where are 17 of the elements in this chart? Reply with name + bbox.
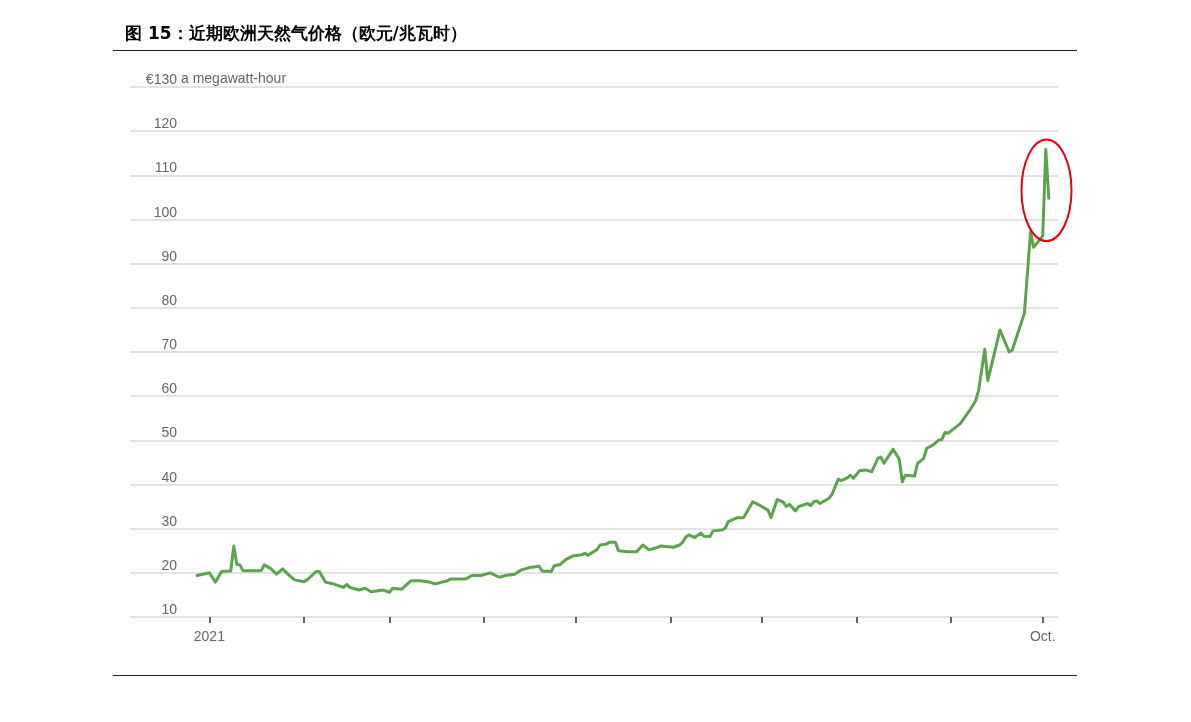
y-tick-label: 50 bbox=[161, 424, 178, 441]
y-tick-label: 80 bbox=[161, 291, 178, 308]
chart-title: 图 15：近期欧洲天然气价格（欧元/兆瓦时） bbox=[125, 23, 467, 43]
y-tick-label: 30 bbox=[161, 512, 178, 529]
y-tick-label: 20 bbox=[161, 556, 178, 573]
y-tick-label: 60 bbox=[161, 380, 178, 397]
y-tick-label: 110 bbox=[154, 159, 178, 176]
y-tick-label: 120 bbox=[153, 115, 178, 132]
y-tick-label: 100 bbox=[153, 203, 178, 220]
y-tick-label: 40 bbox=[161, 468, 178, 485]
y-axis-title: a megawatt-hour bbox=[181, 70, 287, 86]
x-tick-label: Oct. bbox=[1029, 628, 1056, 644]
y-tick-label: €130 bbox=[145, 71, 178, 87]
x-tick-label: 2021 bbox=[193, 628, 226, 644]
y-tick-label: 70 bbox=[161, 336, 178, 352]
y-tick-label: 10 bbox=[161, 601, 178, 617]
y-tick-label: 90 bbox=[161, 247, 178, 264]
